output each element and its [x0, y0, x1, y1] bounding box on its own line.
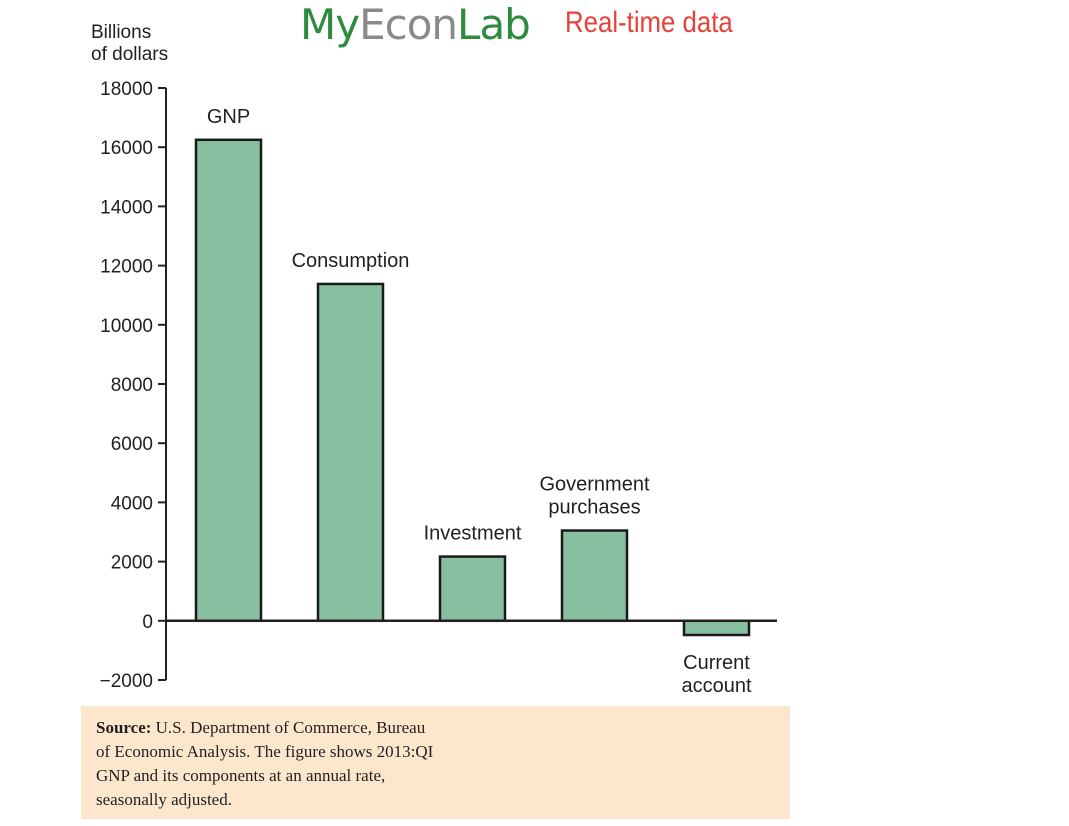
- y-tick-label: 18000: [100, 79, 153, 100]
- bar: [316, 282, 385, 623]
- bar-category-label: purchases: [548, 497, 640, 519]
- source-body: U.S. Department of Commerce, Bureau of E…: [96, 718, 434, 809]
- y-tick-label: 4000: [111, 493, 153, 514]
- bar: [682, 619, 751, 637]
- source-note: Source: U.S. Department of Commerce, Bur…: [81, 706, 790, 819]
- y-tick-label: 0: [142, 612, 153, 633]
- logo-econ: Econ: [359, 0, 458, 49]
- y-tick-label: 6000: [111, 434, 153, 455]
- y-tick-label: 2000: [111, 553, 153, 574]
- real-time-data-tagline: Real-time data: [565, 6, 733, 39]
- bar-category-label: Government: [539, 474, 649, 496]
- bar-category-label: account: [681, 675, 751, 697]
- source-label: Source:: [96, 718, 152, 737]
- y-tick-label: 14000: [100, 197, 153, 218]
- bar-category-label: GNP: [207, 106, 250, 128]
- bar-category-label: Consumption: [292, 250, 410, 272]
- bar: [438, 555, 507, 623]
- y-tick-label: 16000: [100, 138, 153, 159]
- y-axis-title-line: Billions: [91, 22, 151, 43]
- y-tick-label: 8000: [111, 375, 153, 396]
- bar: [194, 138, 263, 623]
- y-tick-label: 12000: [100, 257, 153, 278]
- source-text: Source: U.S. Department of Commerce, Bur…: [96, 716, 441, 812]
- y-tick-label: −2000: [100, 671, 153, 692]
- logo-lab: Lab: [457, 0, 531, 49]
- y-axis-title-line: of dollars: [91, 44, 168, 65]
- y-tick-label: 10000: [100, 316, 153, 337]
- bar-category-label: Investment: [424, 523, 522, 545]
- bar-category-label: Current: [683, 652, 750, 674]
- bar: [560, 529, 629, 623]
- logo-my: My: [300, 0, 360, 49]
- myeconlab-logo: MyEconLab: [300, 0, 531, 52]
